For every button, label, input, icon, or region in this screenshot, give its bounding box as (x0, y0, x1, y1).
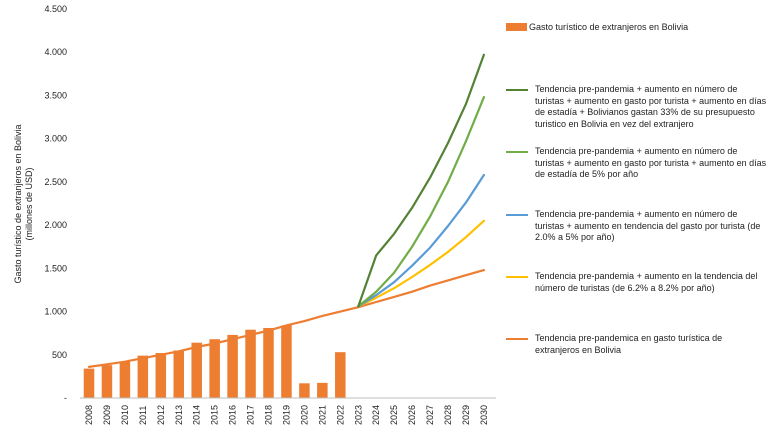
x-tick-label: 2008 (84, 405, 94, 425)
series-line-1 (357, 53, 485, 308)
x-tick-label: 2015 (210, 405, 220, 425)
bar-2016 (227, 334, 238, 398)
x-tick-label: 2028 (443, 405, 453, 425)
legend-item-series-2: Tendencia pre-pandemia + aumento en núme… (506, 146, 767, 181)
bar-2010 (119, 361, 131, 398)
x-tick-label: 2016 (228, 405, 238, 425)
y-tick-label: 2.000 (44, 220, 67, 230)
x-tick-label: 2019 (281, 405, 291, 425)
legend-item-series-3: Tendencia pre-pandemia + aumento en núme… (506, 209, 767, 244)
x-tick-label: 2023 (353, 405, 363, 425)
x-tick-label: 2017 (246, 405, 256, 425)
legend-swatch-bars (506, 23, 527, 31)
x-tick-label: 2022 (335, 405, 345, 425)
bar-2019 (281, 325, 292, 398)
y-tick-label: 3.000 (44, 134, 67, 144)
bar-2022 (335, 352, 346, 398)
series-line-4 (357, 219, 485, 308)
bar-2013 (173, 350, 184, 398)
legend-item-series-1: Tendencia pre-pandemia + aumento en núme… (506, 84, 767, 130)
legend-label-series-1: Tendencia pre-pandemia + aumento en núme… (535, 84, 767, 129)
bar-2008 (83, 368, 95, 398)
legend-item-series-5: Tendencia pre-pandemica en gasto turísti… (506, 333, 767, 356)
bar-2021 (317, 382, 328, 398)
y-tick-label: 1.000 (44, 307, 67, 317)
x-tick-label: 2013 (174, 405, 184, 425)
legend-swatch-series-4 (506, 276, 528, 278)
legend-label-bars: Gasto turístico de extranjeros en Bolivi… (529, 22, 689, 32)
y-axis-label: Gasto turístico de extranjeros en Bolivi… (13, 84, 35, 324)
chart-area: - 500 1.000 1.500 2.000 2.500 3.000 3.500 4.000 4… (44, 4, 496, 425)
legend-swatch-series-1 (506, 89, 528, 91)
bar-2015 (209, 339, 220, 398)
y-tick-label: 3.500 (44, 90, 67, 100)
x-tick-label: 2024 (371, 405, 381, 425)
legend-label-series-5: Tendencia pre-pandemica en gasto turísti… (535, 333, 723, 355)
y-tick-label: 4.000 (44, 47, 67, 57)
y-axis-label-line1: Gasto turístico de extranjeros en Bolivi… (13, 124, 23, 284)
x-tick-label: 2014 (192, 405, 202, 425)
series-line-5 (87, 269, 485, 368)
y-tick-label: 2.500 (44, 177, 67, 187)
x-tick-label: 2009 (102, 405, 112, 425)
x-tick-label: 2012 (156, 405, 166, 425)
legend-item-series-4: Tendencia pre-pandemia + aumento en la t… (506, 271, 767, 294)
chart-legend: Gasto turístico de extranjeros en Bolivi… (506, 0, 768, 429)
legend-label-series-4: Tendencia pre-pandemia + aumento en la t… (535, 271, 758, 293)
legend-item-bars: Gasto turístico de extranjeros en Bolivi… (506, 22, 688, 34)
series-line-2 (357, 96, 485, 308)
legend-label-series-2: Tendencia pre-pandemia + aumento en núme… (535, 146, 767, 179)
legend-swatch-series-2 (506, 151, 528, 153)
x-tick-label: 2026 (407, 405, 417, 425)
legend-label-series-3: Tendencia pre-pandemia + aumento en núme… (535, 209, 761, 242)
x-tick-label: 2018 (264, 405, 274, 425)
x-tick-label: 2027 (425, 405, 435, 425)
bar-2017 (245, 329, 256, 398)
y-tick-label: - (64, 393, 67, 403)
bar-2011 (137, 355, 149, 398)
y-tick-label: 1.500 (44, 263, 67, 273)
x-tick-label: 2011 (138, 406, 148, 425)
bar-2012 (155, 353, 167, 398)
series-line-3 (357, 173, 485, 308)
x-tick-label: 2030 (479, 405, 489, 425)
bar-2014 (191, 342, 202, 398)
y-tick-label: 4.500 (44, 4, 67, 14)
bar-2020 (299, 383, 310, 398)
y-tick-label: 500 (52, 350, 67, 360)
bar-2009 (101, 365, 113, 398)
x-tick-label: 2010 (120, 405, 130, 425)
legend-swatch-series-5 (506, 338, 528, 340)
legend-swatch-series-3 (506, 214, 528, 216)
bar-2018 (263, 327, 274, 398)
x-tick-label: 2021 (317, 405, 327, 425)
x-tick-label: 2020 (299, 405, 309, 425)
y-axis-label-line2: (millones de USD) (24, 167, 34, 241)
x-tick-label: 2029 (461, 405, 471, 425)
x-tick-label: 2025 (389, 405, 399, 425)
